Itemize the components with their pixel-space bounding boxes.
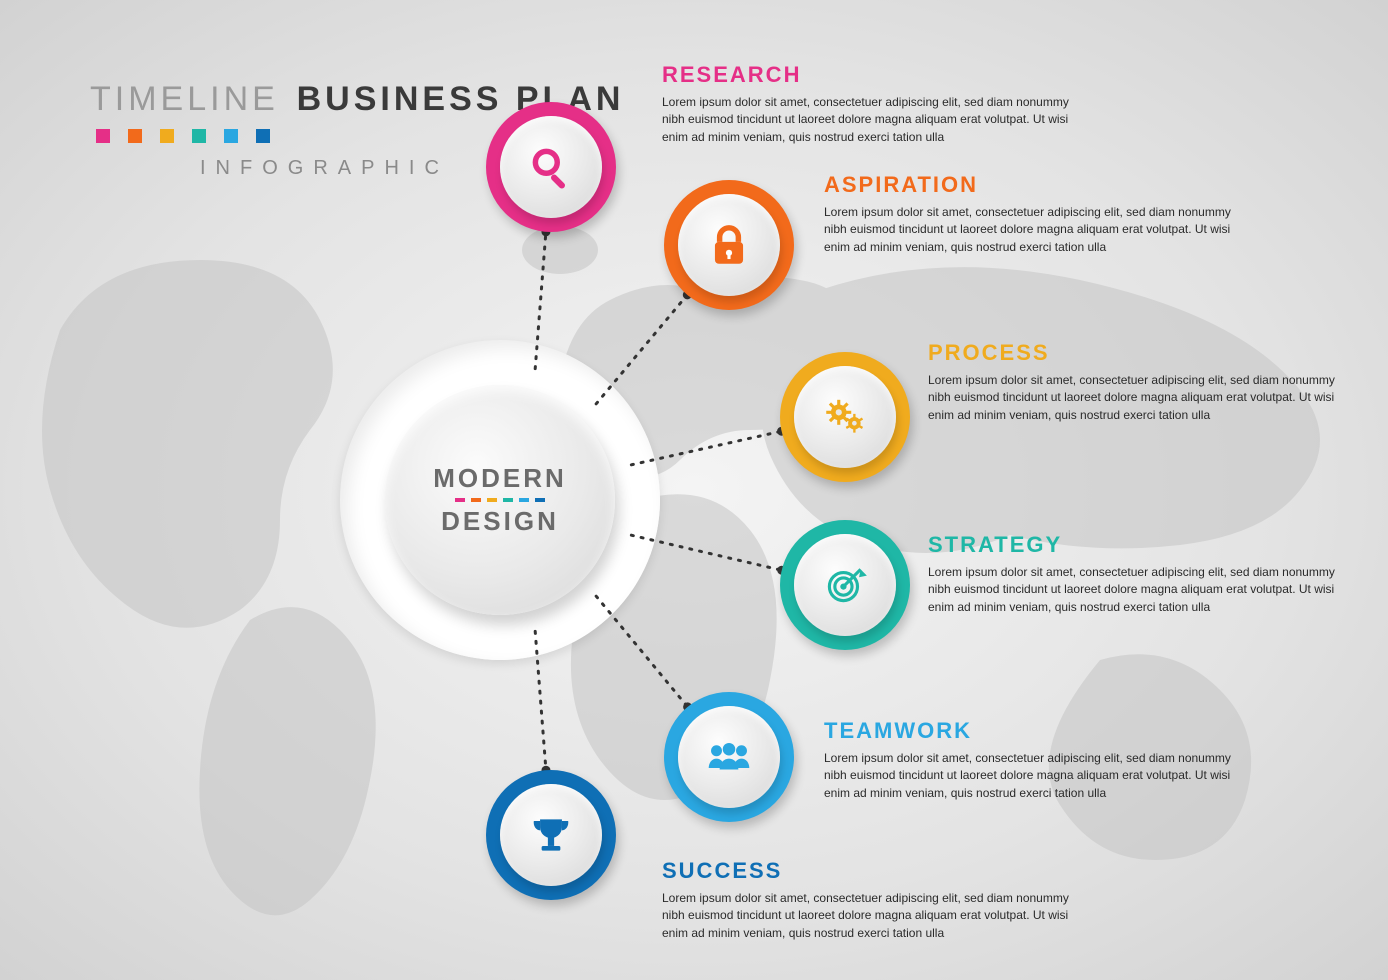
infographic-stage: TIMELINE BUSINESS PLAN INFOGRAPHIC MODER… <box>0 0 1388 980</box>
text-block-aspiration: ASPIRATION Lorem ipsum dolor sit amet, co… <box>824 172 1254 256</box>
hub-swatch-pink <box>455 498 465 502</box>
hub-swatch-sky <box>519 498 529 502</box>
title-strategy: STRATEGY <box>928 532 1358 558</box>
team-icon <box>704 732 754 782</box>
swatch-orange <box>128 129 142 143</box>
node-inner-process <box>794 366 896 468</box>
swatch-sky <box>224 129 238 143</box>
node-strategy <box>780 520 910 650</box>
hub-swatch-teal <box>503 498 513 502</box>
body-strategy: Lorem ipsum dolor sit amet, consectetuer… <box>928 564 1358 616</box>
title-light: TIMELINE <box>90 80 279 118</box>
hub-inner: MODERN DESIGN <box>385 385 615 615</box>
hub-swatch-orange <box>471 498 481 502</box>
node-inner-research <box>500 116 602 218</box>
target-icon <box>820 560 870 610</box>
body-aspiration: Lorem ipsum dolor sit amet, consectetuer… <box>824 204 1254 256</box>
title-teamwork: TEAMWORK <box>824 718 1254 744</box>
text-block-process: PROCESS Lorem ipsum dolor sit amet, conse… <box>928 340 1358 424</box>
text-block-teamwork: TEAMWORK Lorem ipsum dolor sit amet, cons… <box>824 718 1254 802</box>
swatch-blue <box>256 129 270 143</box>
gears-icon <box>820 392 870 442</box>
lock-icon <box>704 220 754 270</box>
title-success: SUCCESS <box>662 858 1092 884</box>
title-process: PROCESS <box>928 340 1358 366</box>
hub-line1: MODERN <box>433 463 567 494</box>
title-aspiration: ASPIRATION <box>824 172 1254 198</box>
node-teamwork <box>664 692 794 822</box>
node-inner-teamwork <box>678 706 780 808</box>
swatch-yellow <box>160 129 174 143</box>
node-inner-aspiration <box>678 194 780 296</box>
title-research: RESEARCH <box>662 62 1092 88</box>
text-block-success: SUCCESS Lorem ipsum dolor sit amet, conse… <box>662 858 1092 942</box>
magnifier-icon <box>526 142 576 192</box>
swatch-teal <box>192 129 206 143</box>
node-inner-success <box>500 784 602 886</box>
hub-line2: DESIGN <box>441 506 559 537</box>
node-research <box>486 102 616 232</box>
text-block-strategy: STRATEGY Lorem ipsum dolor sit amet, cons… <box>928 532 1358 616</box>
text-block-research: RESEARCH Lorem ipsum dolor sit amet, cons… <box>662 62 1092 146</box>
node-aspiration <box>664 180 794 310</box>
body-teamwork: Lorem ipsum dolor sit amet, consectetuer… <box>824 750 1254 802</box>
swatch-pink <box>96 129 110 143</box>
body-research: Lorem ipsum dolor sit amet, consectetuer… <box>662 94 1092 146</box>
body-process: Lorem ipsum dolor sit amet, consectetuer… <box>928 372 1358 424</box>
hub-swatch-row <box>455 498 545 502</box>
node-process <box>780 352 910 482</box>
trophy-icon <box>526 810 576 860</box>
hub-swatch-yellow <box>487 498 497 502</box>
node-inner-strategy <box>794 534 896 636</box>
hub-swatch-blue <box>535 498 545 502</box>
node-success <box>486 770 616 900</box>
body-success: Lorem ipsum dolor sit amet, consectetuer… <box>662 890 1092 942</box>
